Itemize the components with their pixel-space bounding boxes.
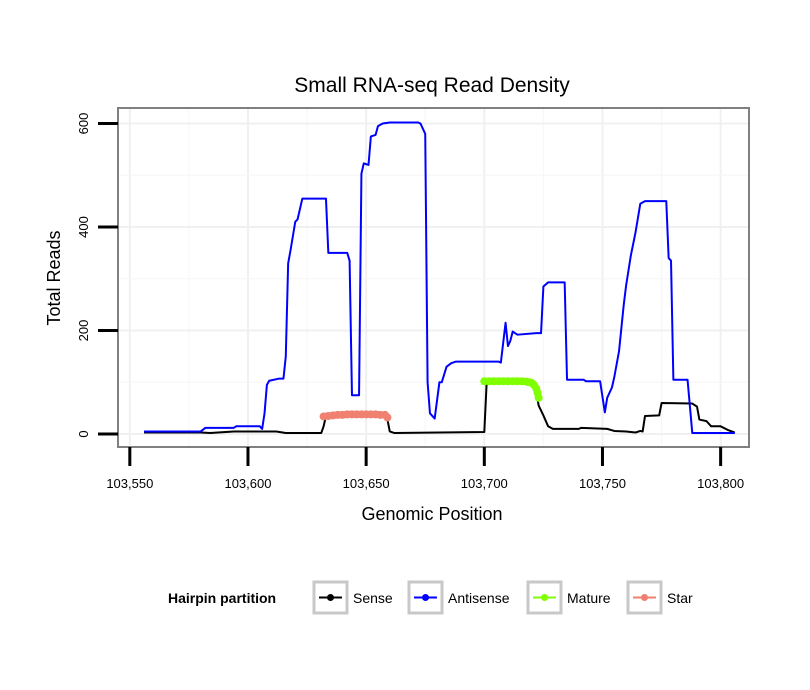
chart-title: Small RNA-seq Read Density — [294, 74, 570, 97]
x-axis: 103,550 103,600 103,650 103,700 103,750 103,8… — [106, 447, 744, 491]
data-point-star — [383, 413, 392, 422]
legend-label-sense: Sense — [353, 590, 393, 606]
y-axis: 0 200 400 600 — [76, 113, 118, 438]
x-tick-label: 103,700 — [461, 476, 508, 491]
plot-background — [118, 108, 749, 447]
legend-label-mature: Mature — [567, 590, 611, 606]
y-axis-label: Total Reads — [44, 230, 64, 325]
legend-key-point-sense — [327, 594, 334, 601]
x-tick-label: 103,750 — [579, 476, 626, 491]
series-line-antisense — [144, 121, 735, 435]
data-series — [144, 121, 736, 435]
legend-label-antisense: Antisense — [448, 590, 510, 606]
legend-title: Hairpin partition — [168, 590, 276, 606]
legend-label-star: Star — [667, 590, 693, 606]
x-tick-label: 103,600 — [224, 476, 271, 491]
series-line-sense — [144, 380, 736, 435]
x-tick-label: 103,550 — [106, 476, 153, 491]
legend-key-point-star — [641, 594, 648, 601]
data-point-mature — [534, 393, 543, 402]
plot-border — [117, 107, 750, 448]
legend-key-point-antisense — [422, 594, 429, 601]
y-tick-label: 200 — [76, 320, 91, 342]
x-tick-label: 103,800 — [697, 476, 744, 491]
x-tick-label: 103,650 — [343, 476, 390, 491]
y-tick-label: 0 — [76, 430, 91, 437]
legend-key-point-mature — [541, 594, 548, 601]
y-tick-label: 400 — [76, 216, 91, 238]
legend: Hairpin partition Sense Antisense Mature Sta… — [168, 580, 693, 615]
y-tick-label: 600 — [76, 113, 91, 135]
x-axis-label: Genomic Position — [361, 504, 502, 524]
